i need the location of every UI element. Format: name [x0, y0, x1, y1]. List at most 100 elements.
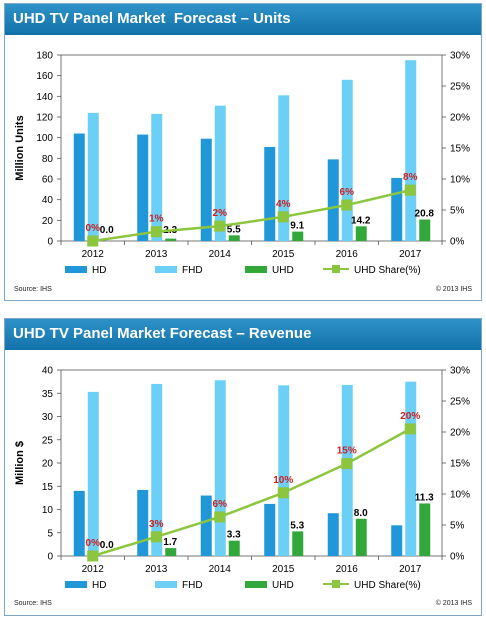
revenue-y-tick-label: 10 [42, 505, 54, 516]
units-y-tick-label: 20 [42, 216, 54, 227]
revenue-share-value-label: 15% [337, 446, 357, 457]
revenue-bar-hd [137, 489, 149, 556]
units-legend-label-share: UHD Share(%) [354, 265, 421, 276]
revenue-share-line [92, 427, 411, 558]
revenue-bar-uhd [165, 548, 177, 556]
revenue-uhd-value-label: 0.0 [100, 540, 114, 551]
units-y-tick-label: 80 [42, 154, 54, 165]
revenue-share-value-label: 0% [86, 538, 101, 549]
revenue-source-note: Source: IHS [14, 600, 52, 607]
revenue-legend-swatch-fhd [155, 581, 177, 588]
units-plot-frame [60, 54, 443, 242]
units-uhd-value-label: 5.5 [227, 224, 241, 235]
revenue-legend-swatch-hd [65, 581, 87, 588]
units-uhd-value-label: 20.8 [415, 209, 435, 220]
units-copyright-note: © 2013 IHS [435, 286, 472, 293]
units-share-value-label: 2% [213, 208, 228, 219]
revenue-share-value-label: 10% [273, 475, 293, 486]
revenue-y-tick-label: 0 [47, 552, 53, 563]
revenue-uhd-value-label: 5.3 [290, 520, 304, 531]
revenue-y-tick-label: 20 [42, 459, 54, 470]
revenue-chart-title: UHD TV Panel Market Forecast – Revenue [13, 325, 312, 342]
units-legend-label-hd: HD [92, 265, 106, 276]
revenue-bar-uhd [228, 540, 240, 556]
revenue-legend-label-fhd: FHD [182, 580, 203, 591]
units-chart-title: UHD TV Panel Market Forecast – Units [13, 10, 291, 27]
units-y-tick-label: 100 [36, 133, 53, 144]
units-x-tick-label: 2016 [336, 249, 359, 260]
revenue-share-marker [214, 511, 226, 523]
revenue-uhd-value-label: 8.0 [354, 508, 368, 519]
units-y-tick-label: 180 [36, 51, 53, 62]
units-x-tick-label: 2015 [272, 249, 295, 260]
units-bar-uhd [165, 238, 177, 241]
units-x-tick-label: 2017 [399, 249, 422, 260]
revenue-legend-label-uhd: UHD [272, 580, 294, 591]
units-y-tick-label: 140 [36, 92, 53, 103]
units-share-value-label: 4% [276, 199, 291, 210]
revenue-share-value-label: 6% [213, 499, 228, 510]
units-bar-hd [200, 138, 212, 241]
revenue-bar-fhd [151, 383, 163, 556]
revenue-bar-uhd [355, 518, 367, 556]
revenue-chart-panel: UHD TV Panel Market Forecast – Revenue 0… [4, 318, 482, 616]
units-bar-hd [327, 159, 339, 241]
revenue-y-axis-title: Million $ [14, 441, 26, 485]
units-x-tick-label: 2012 [82, 249, 105, 260]
units-y-tick-label: 60 [42, 175, 54, 186]
revenue-x-tick-label: 2015 [272, 564, 295, 575]
revenue-chart: 0 5 10 15 20 25 30 35 40 0% 5% 10% 15% 20% 25% 30% Milli… [14, 366, 470, 592]
units-bar-hd [391, 177, 403, 241]
revenue-y2-tick-label: 30% [450, 366, 470, 377]
units-chart-header: UHD TV Panel Market Forecast – Units [5, 4, 481, 35]
revenue-y2-tick-label: 10% [450, 490, 470, 501]
units-legend-swatch-uhd [245, 266, 267, 273]
revenue-share-marker [341, 458, 353, 470]
revenue-chart-header: UHD TV Panel Market Forecast – Revenue [5, 319, 481, 350]
revenue-y2-tick-label: 20% [450, 428, 470, 439]
units-share-marker [87, 235, 99, 247]
units-legend-marker-share [332, 265, 340, 273]
units-share-marker [150, 226, 162, 238]
revenue-bar-hd [391, 525, 403, 556]
revenue-bar-uhd [419, 503, 431, 556]
revenue-x-tick-label: 2013 [145, 564, 168, 575]
revenue-y2-tick-label: 0% [450, 552, 465, 563]
revenue-legend-label-hd: HD [92, 580, 106, 591]
units-share-value-label: 1% [149, 214, 164, 225]
units-y-tick-label: 0 [47, 237, 53, 248]
units-legend-swatch-hd [65, 266, 87, 273]
units-bar-fhd [278, 95, 290, 241]
revenue-y2-tick-label: 15% [450, 459, 470, 470]
units-y-axis-title: Million Units [14, 115, 26, 180]
revenue-uhd-value-label: 1.7 [163, 537, 177, 548]
revenue-legend-marker-share [332, 580, 340, 588]
units-legend-swatch-fhd [155, 266, 177, 273]
units-bar-fhd [87, 112, 99, 241]
units-share-marker [404, 184, 416, 196]
revenue-legend-label-share: UHD Share(%) [354, 580, 421, 591]
revenue-y-tick-label: 15 [42, 482, 54, 493]
revenue-bar-fhd [87, 391, 99, 556]
revenue-bar-hd [264, 503, 276, 556]
units-x-tick-label: 2014 [209, 249, 232, 260]
revenue-share-marker [87, 550, 99, 562]
units-chart: 0 20 40 60 80 100 120 140 160 180 0% 5% 10% 15% 20% 25%… [14, 51, 470, 277]
units-x-tick-label: 2013 [145, 249, 168, 260]
units-bar-uhd [228, 235, 240, 241]
units-share-marker [214, 220, 226, 232]
revenue-y-tick-label: 40 [42, 366, 54, 377]
units-bar-fhd [214, 105, 226, 241]
revenue-bar-fhd [278, 385, 290, 556]
units-y-tick-label: 160 [36, 71, 53, 82]
units-share-value-label: 6% [340, 187, 355, 198]
units-y-tick-label: 120 [36, 113, 53, 124]
revenue-uhd-value-label: 11.3 [415, 492, 434, 503]
units-y-tick-label: 40 [42, 195, 54, 206]
revenue-bar-fhd [214, 380, 226, 556]
revenue-x-tick-label: 2012 [82, 564, 105, 575]
units-uhd-value-label: 9.1 [290, 221, 304, 232]
units-y2-tick-label: 5% [450, 206, 465, 217]
units-share-line [92, 188, 411, 243]
units-bar-hd [137, 134, 149, 241]
